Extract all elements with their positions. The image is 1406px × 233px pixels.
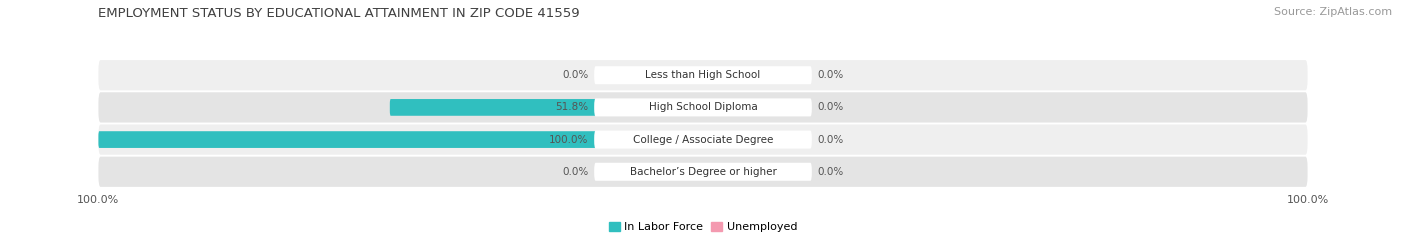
FancyBboxPatch shape <box>595 163 811 181</box>
Text: EMPLOYMENT STATUS BY EDUCATIONAL ATTAINMENT IN ZIP CODE 41559: EMPLOYMENT STATUS BY EDUCATIONAL ATTAINM… <box>98 7 581 20</box>
FancyBboxPatch shape <box>98 92 1308 123</box>
Text: Source: ZipAtlas.com: Source: ZipAtlas.com <box>1274 7 1392 17</box>
FancyBboxPatch shape <box>98 131 703 148</box>
FancyBboxPatch shape <box>98 157 1308 187</box>
FancyBboxPatch shape <box>389 99 703 116</box>
Text: Bachelor’s Degree or higher: Bachelor’s Degree or higher <box>630 167 776 177</box>
Text: Less than High School: Less than High School <box>645 70 761 80</box>
Text: 51.8%: 51.8% <box>555 102 588 112</box>
FancyBboxPatch shape <box>98 60 1308 90</box>
Text: 0.0%: 0.0% <box>562 70 588 80</box>
Text: 0.0%: 0.0% <box>818 135 844 145</box>
FancyBboxPatch shape <box>595 98 811 116</box>
Text: 0.0%: 0.0% <box>562 167 588 177</box>
FancyBboxPatch shape <box>98 124 1308 155</box>
Text: 0.0%: 0.0% <box>818 102 844 112</box>
FancyBboxPatch shape <box>595 130 811 149</box>
Text: 0.0%: 0.0% <box>818 70 844 80</box>
Text: High School Diploma: High School Diploma <box>648 102 758 112</box>
Text: 0.0%: 0.0% <box>818 167 844 177</box>
Text: 100.0%: 100.0% <box>548 135 588 145</box>
Text: College / Associate Degree: College / Associate Degree <box>633 135 773 145</box>
FancyBboxPatch shape <box>595 66 811 84</box>
Legend: In Labor Force, Unemployed: In Labor Force, Unemployed <box>605 218 801 233</box>
